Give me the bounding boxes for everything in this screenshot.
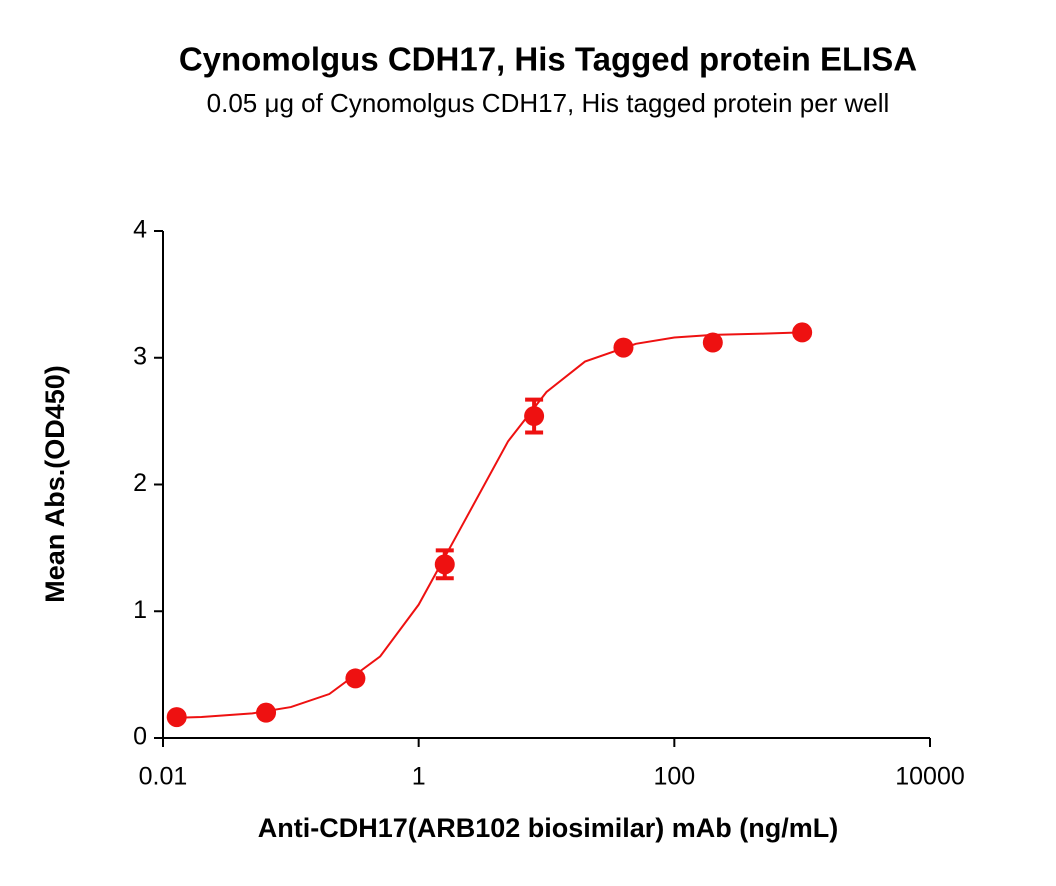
data-point <box>524 406 545 427</box>
data-point <box>166 707 187 728</box>
y-tick-label: 1 <box>133 596 147 624</box>
data-point <box>256 702 277 723</box>
x-axis-label: Anti-CDH17(ARB102 biosimilar) mAb (ng/mL… <box>258 813 839 843</box>
chart-subtitle: 0.05 μg of Cynomolgus CDH17, His tagged … <box>207 88 890 118</box>
x-tick-label: 1 <box>412 763 426 791</box>
x-tick-label: 0.01 <box>139 763 188 791</box>
y-tick-label: 4 <box>133 216 147 244</box>
data-point <box>613 337 634 358</box>
data-point <box>792 322 813 343</box>
chart-title: Cynomolgus CDH17, His Tagged protein ELI… <box>179 41 917 78</box>
y-tick-label: 3 <box>133 342 147 370</box>
y-tick-label: 0 <box>133 723 147 751</box>
y-axis-label: Mean Abs.(OD450) <box>40 365 70 603</box>
data-point <box>434 554 455 575</box>
y-tick-label: 2 <box>133 469 147 497</box>
data-point <box>702 332 723 353</box>
data-point <box>345 668 366 689</box>
x-tick-label: 100 <box>653 763 695 791</box>
x-tick-label: 10000 <box>895 763 965 791</box>
fit-curve <box>176 331 803 719</box>
